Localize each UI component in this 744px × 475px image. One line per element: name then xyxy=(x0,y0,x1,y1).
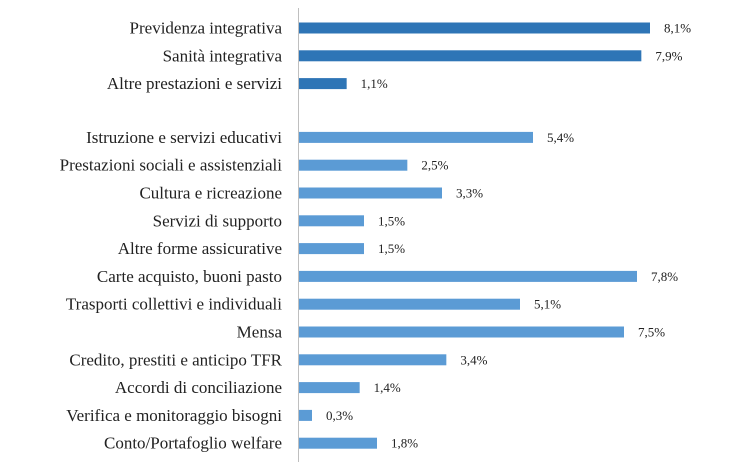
value-label-trasporti-collettivi-e-individuali: 5,1% xyxy=(534,297,561,312)
value-label-previdenza-integrativa: 8,1% xyxy=(664,21,691,36)
bar-servizi-di-supporto xyxy=(299,215,364,227)
value-label-cultura-e-ricreazione: 3,3% xyxy=(456,186,483,201)
bar-verifica-e-monitoraggio-bisogni xyxy=(299,409,312,421)
category-label-prestazioni-sociali-e-assistenziali: Prestazioni sociali e assistenziali xyxy=(60,156,283,175)
bar-sanita-integrativa xyxy=(299,50,642,62)
value-label-credito-prestiti-e-anticipo-tfr: 3,4% xyxy=(460,352,487,367)
category-label-conto-portafoglio-welfare: Conto/Portafoglio welfare xyxy=(104,434,282,453)
category-label-sanita-integrativa: Sanità integrativa xyxy=(163,46,283,65)
bar-istruzione-e-servizi-educativi xyxy=(299,131,533,143)
value-label-istruzione-e-servizi-educativi: 5,4% xyxy=(547,130,574,145)
bar-conto-portafoglio-welfare xyxy=(299,437,377,449)
bar-accordi-di-conciliazione xyxy=(299,382,360,394)
category-label-istruzione-e-servizi-educativi: Istruzione e servizi educativi xyxy=(86,128,282,147)
category-label-cultura-e-ricreazione: Cultura e ricreazione xyxy=(139,184,282,203)
bar-cultura-e-ricreazione xyxy=(299,187,442,199)
category-label-previdenza-integrativa: Previdenza integrativa xyxy=(130,19,283,38)
category-label-carte-acquisto-buoni-pasto: Carte acquisto, buoni pasto xyxy=(97,267,282,286)
bar-carte-acquisto-buoni-pasto xyxy=(299,270,637,282)
value-label-prestazioni-sociali-e-assistenziali: 2,5% xyxy=(421,158,448,173)
value-label-verifica-e-monitoraggio-bisogni: 0,3% xyxy=(326,408,353,423)
category-label-altre-prestazioni-e-servizi: Altre prestazioni e servizi xyxy=(107,74,282,93)
value-label-altre-prestazioni-e-servizi: 1,1% xyxy=(361,76,388,91)
category-label-trasporti-collettivi-e-individuali: Trasporti collettivi e individuali xyxy=(66,295,282,314)
value-label-mensa: 7,5% xyxy=(638,325,665,340)
bar-prestazioni-sociali-e-assistenziali xyxy=(299,159,408,171)
bar-credito-prestiti-e-anticipo-tfr xyxy=(299,354,447,366)
category-label-servizi-di-supporto: Servizi di supporto xyxy=(153,211,282,230)
value-label-servizi-di-supporto: 1,5% xyxy=(378,213,405,228)
value-label-altre-forme-assicurative: 1,5% xyxy=(378,241,405,256)
category-label-verifica-e-monitoraggio-bisogni: Verifica e monitoraggio bisogni xyxy=(66,406,282,425)
value-label-conto-portafoglio-welfare: 1,8% xyxy=(391,436,418,451)
category-label-mensa: Mensa xyxy=(237,323,283,342)
bar-altre-prestazioni-e-servizi xyxy=(299,78,347,90)
bar-mensa xyxy=(299,326,624,338)
category-label-credito-prestiti-e-anticipo-tfr: Credito, prestiti e anticipo TFR xyxy=(69,350,282,369)
value-label-carte-acquisto-buoni-pasto: 7,8% xyxy=(651,269,678,284)
bar-previdenza-integrativa xyxy=(299,22,650,34)
category-label-accordi-di-conciliazione: Accordi di conciliazione xyxy=(115,378,282,397)
value-label-sanita-integrativa: 7,9% xyxy=(655,48,682,63)
bar-trasporti-collettivi-e-individuali xyxy=(299,298,520,310)
category-label-altre-forme-assicurative: Altre forme assicurative xyxy=(118,239,282,258)
bar-altre-forme-assicurative xyxy=(299,243,364,255)
value-label-accordi-di-conciliazione: 1,4% xyxy=(374,380,401,395)
